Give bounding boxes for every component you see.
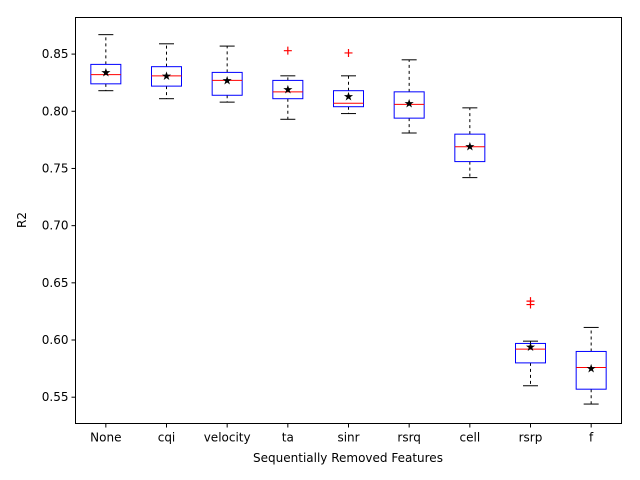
- iqr-box: [333, 90, 364, 108]
- x-tick-label: None: [90, 431, 121, 445]
- x-tick-label: rsrp: [519, 431, 543, 445]
- mean-marker: ★: [464, 140, 475, 154]
- mean-marker: ★: [525, 340, 536, 354]
- x-tick-label: velocity: [204, 431, 251, 445]
- plot-layer: 0.55 0.60 0.65 0.70 0.75 0.80 0.85 None cqi veloc…: [42, 34, 607, 445]
- iqr-box: [393, 91, 425, 119]
- mean-marker: ★: [343, 89, 354, 103]
- iqr-box: [515, 342, 546, 364]
- y-axis-label: R2: [15, 212, 29, 228]
- iqr-box: [454, 133, 486, 163]
- y-tick-label: 0.85: [42, 47, 69, 61]
- x-tick-label: ta: [282, 431, 294, 445]
- y-tick-label: 0.55: [42, 390, 69, 404]
- y-tick-label: 0.75: [42, 161, 69, 175]
- x-tick-label: cell: [460, 431, 481, 445]
- outlier-marker: [283, 46, 292, 55]
- y-tick-label: 0.65: [42, 276, 69, 290]
- mean-marker: ★: [161, 69, 172, 83]
- x-tick-label: sinr: [337, 431, 359, 445]
- x-axis-label: Sequentially Removed Features: [253, 451, 443, 465]
- y-tick-label: 0.70: [42, 219, 69, 233]
- mean-marker: ★: [100, 65, 111, 79]
- x-tick-label: cqi: [158, 431, 176, 445]
- outlier-marker: [344, 48, 353, 57]
- y-tick-label: 0.80: [42, 104, 69, 118]
- mean-marker: ★: [222, 73, 233, 87]
- y-tick-label: 0.60: [42, 333, 69, 347]
- outlier-marker: [526, 297, 535, 306]
- mean-marker: ★: [404, 96, 415, 110]
- mean-marker: ★: [586, 362, 597, 376]
- mean-marker: ★: [282, 83, 293, 97]
- x-tick-label: rsrq: [397, 431, 421, 445]
- axes-frame: [75, 17, 622, 424]
- iqr-box: [211, 71, 243, 96]
- iqr-box: [575, 350, 607, 390]
- iqr-box: [90, 63, 122, 85]
- x-tick-label: f: [589, 431, 594, 445]
- iqr-box: [272, 79, 304, 100]
- iqr-box: [151, 66, 182, 87]
